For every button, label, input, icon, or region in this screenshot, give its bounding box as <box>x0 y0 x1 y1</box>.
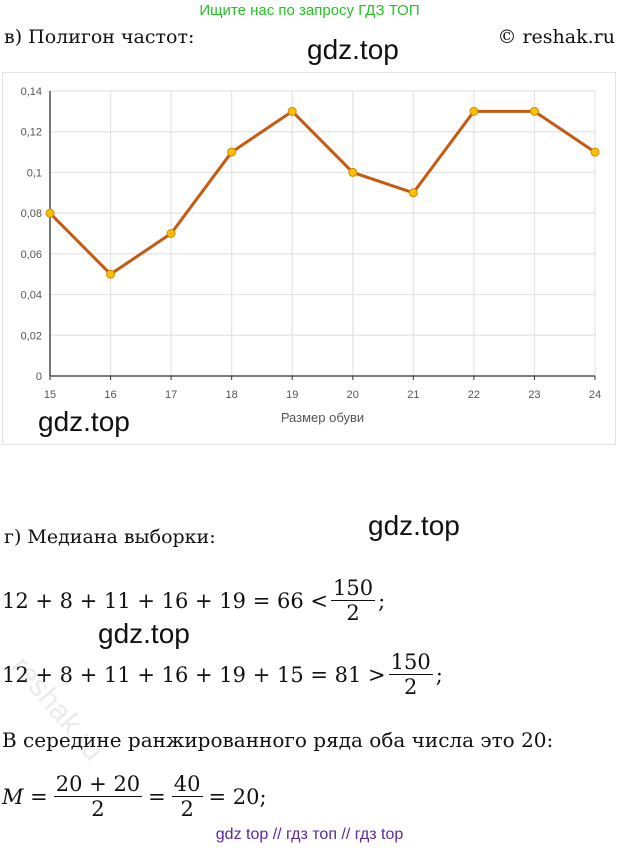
watermark: gdz.top <box>307 34 399 65</box>
watermark: gdz.top <box>98 618 190 649</box>
x-tick-label: 18 <box>226 389 238 401</box>
data-point <box>348 167 358 177</box>
footer: gdz top // гдз топ // гдз top <box>215 826 404 843</box>
fraction: 40 2 <box>171 772 203 821</box>
data-point <box>408 188 418 198</box>
x-tick-label: 17 <box>165 389 177 401</box>
banner: Ищите нас по запросу ГДЗ ТОП <box>199 2 420 19</box>
watermark: gdz.top <box>38 406 130 437</box>
copyright: © reshak.ru <box>497 26 615 48</box>
y-tick-label: 0,04 <box>21 290 42 302</box>
equation-1: 12 + 8 + 11 + 16 + 19 = 66 < 150 2 ; <box>2 576 386 625</box>
y-tick-label: 0,1 <box>27 167 42 179</box>
text-median: В середине ранжированного ряда оба числа… <box>2 728 554 752</box>
line-chart: 0 0,02 0,04 0,06 0,08 0,1 0,12 0,14 15 16 17 18 19 20… <box>21 86 602 425</box>
x-tick-label: 20 <box>347 389 359 401</box>
y-tick-label: 0,14 <box>21 86 42 98</box>
fraction: 150 2 <box>330 576 376 625</box>
x-tick-label: 15 <box>44 389 56 401</box>
data-point <box>287 106 297 116</box>
x-tick-label: 19 <box>286 389 298 401</box>
x-tick-label: 24 <box>589 389 601 401</box>
chart: 0 0,02 0,04 0,06 0,08 0,1 0,12 0,14 15 16 17 18 19 20… <box>2 72 616 445</box>
x-tick-label: 21 <box>407 389 419 401</box>
x-tick-label: 23 <box>528 389 540 401</box>
data-point <box>529 106 539 116</box>
y-tick-label: 0 <box>36 371 42 383</box>
x-tick-label: 16 <box>104 389 116 401</box>
fraction: 150 2 <box>388 650 433 699</box>
data-point <box>106 269 116 279</box>
y-tick-label: 0,12 <box>21 127 42 139</box>
x-axis-label: Размер обуви <box>281 410 364 425</box>
data-point <box>166 229 176 238</box>
y-tick-label: 0,08 <box>21 208 42 220</box>
watermark: gdz.top <box>368 510 460 541</box>
fraction: 20 + 20 2 <box>53 772 143 821</box>
y-tick-label: 0,02 <box>21 330 42 342</box>
series-line <box>48 109 596 276</box>
equation-3: M = 20 + 20 2 = 40 2 = 20; <box>2 772 267 821</box>
eq1-left: 12 + 8 + 11 + 16 + 19 = 66 < <box>2 588 328 613</box>
data-point <box>590 147 600 157</box>
data-point <box>469 106 479 116</box>
section-title-v: в) Полигон частот: <box>4 26 195 48</box>
y-tick-label: 0,06 <box>21 249 42 261</box>
eq2-left: 12 + 8 + 11 + 16 + 19 + 15 = 81 > <box>2 662 386 687</box>
equation-2: 12 + 8 + 11 + 16 + 19 + 15 = 81 > 150 2 ; <box>2 650 443 699</box>
x-tick-label: 22 <box>468 389 480 401</box>
data-point <box>227 147 237 157</box>
data-point <box>45 208 55 218</box>
section-title-g: г) Медиана выборки: <box>4 526 216 548</box>
